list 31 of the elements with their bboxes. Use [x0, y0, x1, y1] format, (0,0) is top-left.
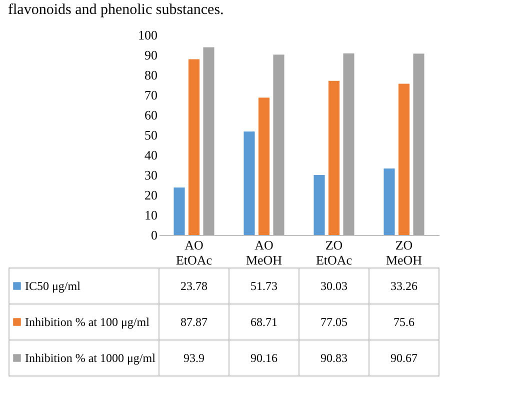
y-tick-label: 100	[138, 28, 158, 42]
data-label: 23.78	[180, 279, 208, 293]
data-label: 87.87	[180, 315, 208, 329]
x-tick-label: AO MeOH	[246, 238, 282, 268]
data-label: 75.6	[394, 315, 414, 329]
data-label: 68.71	[250, 315, 278, 329]
legend-label: Inhibition % at 100 μg/ml	[25, 315, 150, 329]
data-label: 90.67	[390, 351, 418, 365]
y-tick-label: 0	[151, 228, 158, 242]
x-tick-label: ZO EtOAc	[316, 238, 352, 268]
y-tick-label: 90	[144, 48, 158, 62]
y-tick-label: 50	[144, 128, 158, 142]
y-tick-label: 20	[144, 188, 158, 202]
y-tick-label: 70	[144, 88, 158, 102]
y-tick-label: 60	[144, 108, 158, 122]
data-label: 30.03	[320, 279, 348, 293]
data-label: 33.26	[390, 279, 418, 293]
x-tick-label: ZO MeOH	[386, 238, 422, 268]
data-label: 93.9	[184, 351, 204, 365]
y-tick-label: 40	[144, 148, 158, 162]
data-label: 77.05	[320, 315, 348, 329]
legend-label: Inhibition % at 1000 μg/ml	[25, 351, 156, 365]
data-label: 90.83	[320, 351, 348, 365]
legend-label: IC50 μg/ml	[25, 279, 82, 293]
x-tick-label: AO EtOAc	[176, 238, 212, 268]
data-label: 51.73	[250, 279, 278, 293]
y-tick-label: 30	[144, 168, 158, 182]
y-tick-label: 80	[144, 68, 158, 82]
text: flavonoids and phenolic substances.	[7, 1, 225, 20]
y-tick-label: 10	[144, 208, 158, 222]
data-label: 90.16	[250, 351, 278, 365]
